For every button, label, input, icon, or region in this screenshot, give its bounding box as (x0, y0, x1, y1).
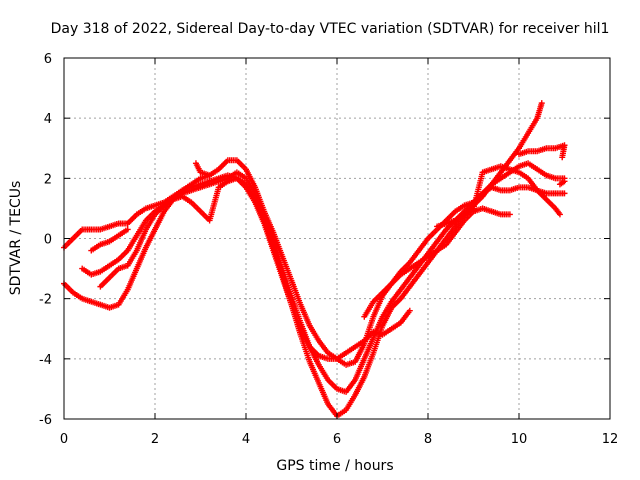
data-point-marker (556, 211, 563, 218)
y-tick-label: -4 (39, 353, 52, 368)
data-point-marker (406, 307, 413, 314)
series-track-f (434, 163, 563, 230)
y-tick-label: 4 (44, 112, 52, 127)
gridlines (64, 58, 610, 419)
series-track-d (97, 175, 413, 362)
data-points (61, 100, 568, 419)
y-tick-label: 2 (44, 172, 52, 187)
y-tick-label: 6 (44, 52, 52, 67)
y-tick-label: -2 (39, 293, 52, 308)
series-track-e (361, 205, 513, 320)
axis-ticks: 0 2 4 6 8 10 12 -6 -4 -2 0 2 4 6 (39, 52, 618, 447)
x-axis-label: GPS time / hours (276, 458, 393, 474)
data-point-marker (506, 211, 513, 218)
y-tick-label: 0 (44, 233, 52, 248)
data-point-marker (561, 190, 568, 197)
data-point-marker (124, 226, 131, 233)
series-track-g (516, 142, 568, 161)
data-point-marker (206, 172, 213, 179)
x-tick-label: 10 (511, 432, 528, 447)
y-axis-label: SDTVAR / TECUs (8, 181, 24, 296)
data-point-marker (561, 178, 568, 185)
x-tick-label: 2 (151, 432, 159, 447)
x-tick-label: 0 (60, 432, 68, 447)
data-point-marker (559, 154, 566, 161)
x-tick-label: 12 (602, 432, 619, 447)
chart-title: Day 318 of 2022, Sidereal Day-to-day VTE… (51, 21, 610, 37)
x-tick-label: 8 (424, 432, 432, 447)
data-point-marker (538, 100, 545, 107)
series-track-h (88, 160, 568, 254)
y-tick-label: -6 (39, 413, 52, 428)
series-track-c (79, 169, 568, 395)
x-tick-label: 6 (333, 432, 341, 447)
x-tick-label: 4 (242, 432, 250, 447)
